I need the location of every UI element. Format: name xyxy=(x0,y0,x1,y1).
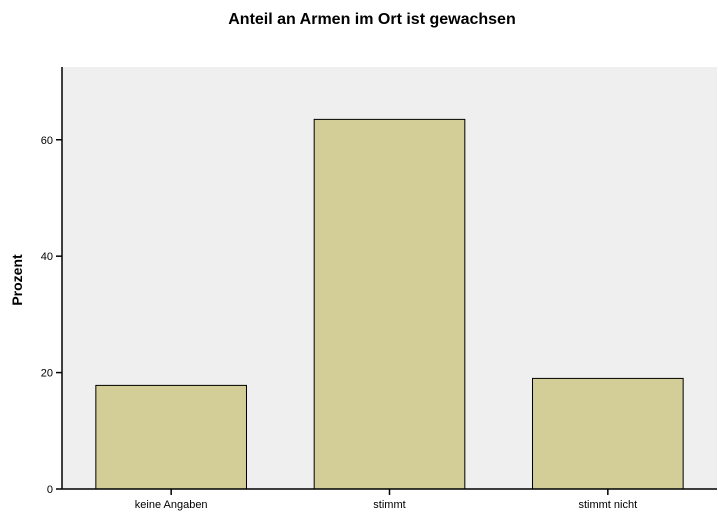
y-tick-label: 40 xyxy=(41,251,53,263)
y-ticks-group: 0 20 40 60 xyxy=(41,135,62,496)
y-tick-label: 20 xyxy=(41,368,53,380)
y-axis-label: Prozent xyxy=(9,254,25,306)
chart-title: Anteil an Armen im Ort ist gewachsen xyxy=(228,11,515,28)
bar xyxy=(532,377,684,490)
x-tick-label: stimmt xyxy=(373,499,405,511)
x-tick-label: keine Angaben xyxy=(135,499,208,511)
bar xyxy=(313,118,466,490)
bar xyxy=(95,384,247,490)
y-tick-label: 0 xyxy=(47,484,53,496)
y-tick-label: 60 xyxy=(41,135,53,147)
x-ticks-group: keine Angaben stimmt stimmt nicht xyxy=(135,489,637,511)
bars-group xyxy=(95,118,684,490)
x-tick-label: stimmt nicht xyxy=(578,499,637,511)
